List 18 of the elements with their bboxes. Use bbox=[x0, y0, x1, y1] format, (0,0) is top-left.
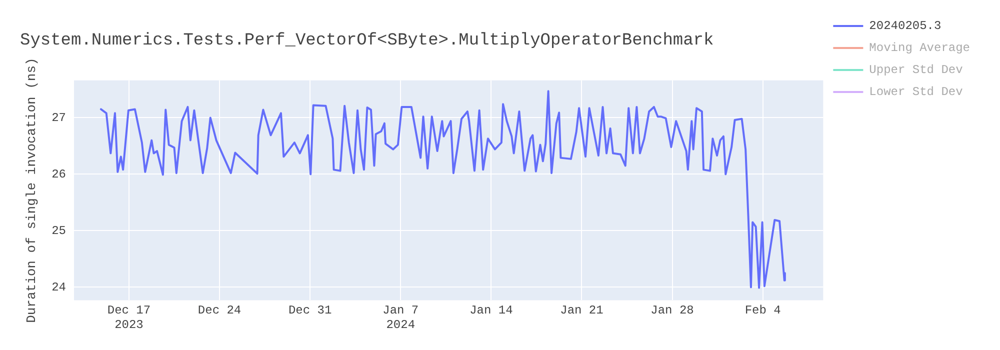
y-axis-title: Duration of single invocation (ns) bbox=[24, 58, 40, 323]
x-tick-label: Jan 7 2024 bbox=[382, 304, 419, 332]
chart-title: System.Numerics.Tests.Perf_VectorOf<SByte>.MultiplyOperatorBenchmark bbox=[20, 32, 714, 51]
y-tick-label: 24 bbox=[52, 280, 66, 294]
x-tick-label: Dec 31 bbox=[288, 304, 332, 318]
y-tick-label: 26 bbox=[52, 167, 66, 182]
x-tick-label: Dec 17 2023 bbox=[107, 304, 151, 332]
x-tick-label: Jan 21 bbox=[560, 304, 604, 318]
legend-label: Moving Average bbox=[869, 41, 970, 56]
y-tick-label: 25 bbox=[52, 224, 66, 238]
y-tick-label: 27 bbox=[52, 110, 66, 125]
legend-label: Lower Std Dev bbox=[869, 85, 963, 100]
x-tick-label: Jan 14 bbox=[470, 304, 513, 318]
x-tick-label: Feb 4 bbox=[744, 304, 781, 318]
legend-label: 20240205.3 bbox=[869, 19, 942, 34]
legend-label: Upper Std Dev bbox=[869, 63, 963, 78]
x-tick-label: Dec 24 bbox=[198, 304, 242, 318]
x-tick-label: Jan 28 bbox=[650, 304, 694, 318]
